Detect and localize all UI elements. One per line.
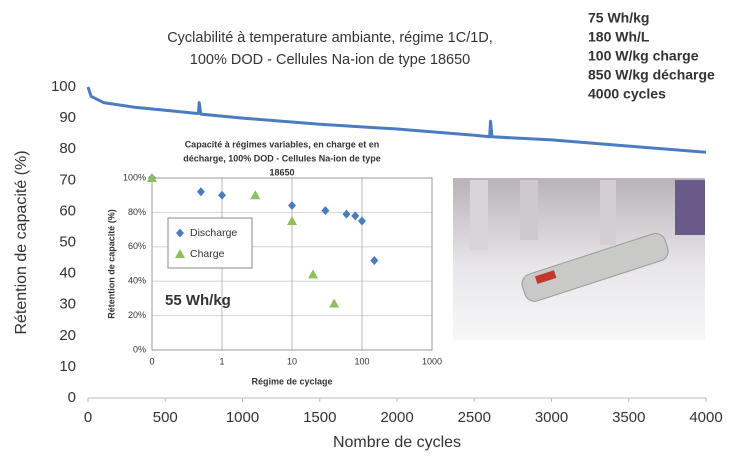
- x-tick-label: 1000: [422, 356, 442, 366]
- x-tick-label: 100: [354, 356, 369, 366]
- legend-marker: [175, 249, 185, 258]
- annotation: 180 Wh/L: [588, 29, 650, 45]
- y-tick-label: 100: [51, 78, 76, 95]
- inset-background: [88, 130, 445, 396]
- data-point: [342, 209, 351, 219]
- y-tick-label: 100%: [123, 172, 146, 182]
- data-point: [329, 298, 340, 308]
- y-tick-label: 40: [59, 265, 76, 282]
- x-axis-label: Régime de cyclage: [251, 376, 332, 386]
- legend-item: Charge: [190, 248, 225, 260]
- data-point: [351, 211, 360, 221]
- legend-label: Discharge: [190, 227, 237, 239]
- annotation: 100 W/kg charge: [588, 48, 699, 64]
- annotation: 75 Wh/kg: [588, 10, 649, 26]
- y-tick-label: 40%: [128, 276, 146, 286]
- y-tick-label: 90: [59, 109, 76, 126]
- data-point: [287, 216, 297, 225]
- x-tick-label: 1000: [226, 409, 259, 426]
- legend-box: [167, 217, 253, 269]
- x-axis-label: Nombre de cycles: [333, 434, 461, 451]
- x-tick-label: 3500: [612, 409, 645, 426]
- x-tick-label: 0: [84, 409, 92, 426]
- y-tick-label: 0: [68, 389, 76, 406]
- y-tick-label: 60: [59, 202, 76, 219]
- x-tick-label: 3000: [535, 409, 568, 426]
- x-tick-label: 10: [287, 356, 297, 366]
- chart-title: 18650: [269, 167, 294, 177]
- legend-marker: [176, 228, 184, 238]
- y-tick-label: 50: [59, 233, 76, 250]
- annotation: 55 Wh/kg: [165, 292, 231, 309]
- chart-title: 100% DOD - Cellules Na-ion de type 18650: [190, 52, 470, 68]
- y-axis-label: Rétention de capacité (%): [106, 209, 116, 319]
- legend-item: Discharge: [190, 227, 237, 239]
- chart-title: décharge, 100% DOD - Cellules Na-ion de …: [183, 153, 381, 163]
- y-tick-label: 10: [59, 358, 76, 375]
- data-point: [308, 269, 319, 279]
- data-point: [321, 206, 330, 216]
- chart-title: Cyclabilité à temperature ambiante, régi…: [167, 30, 493, 46]
- chart-title: Capacité à régimes variables, en charge …: [185, 139, 380, 149]
- y-tick-label: 20%: [128, 310, 146, 320]
- data-point: [288, 201, 296, 211]
- x-tick-label: 2000: [380, 409, 413, 426]
- x-tick-label: 2500: [458, 409, 491, 426]
- data-line: [86, 86, 707, 154]
- data-point: [250, 190, 261, 200]
- x-tick-label: 0: [149, 356, 154, 366]
- y-tick-label: 30: [59, 296, 76, 313]
- x-tick-label: 1500: [303, 409, 336, 426]
- x-tick-label: 1: [219, 356, 224, 366]
- data-point: [218, 190, 226, 200]
- legend-label: Charge: [190, 248, 225, 260]
- y-tick-label: 80%: [128, 207, 146, 217]
- y-axis-label: Rétention de capacité (%): [13, 150, 30, 334]
- annotation: 4000 cycles: [588, 86, 666, 102]
- data-point: [358, 216, 366, 226]
- data-point: [196, 187, 205, 197]
- y-tick-label: 0%: [133, 344, 146, 354]
- data-point: [370, 256, 379, 266]
- x-tick-label: 500: [153, 409, 178, 426]
- y-tick-label: 70: [59, 171, 76, 188]
- data-point: [147, 173, 157, 182]
- plot-frame: [151, 177, 433, 351]
- y-tick-label: 20: [59, 327, 76, 344]
- photo: [453, 178, 705, 340]
- x-tick-label: 4000: [689, 409, 722, 426]
- annotation: 850 W/kg décharge: [588, 67, 715, 83]
- y-tick-label: 80: [59, 140, 76, 157]
- y-tick-label: 60%: [128, 241, 146, 251]
